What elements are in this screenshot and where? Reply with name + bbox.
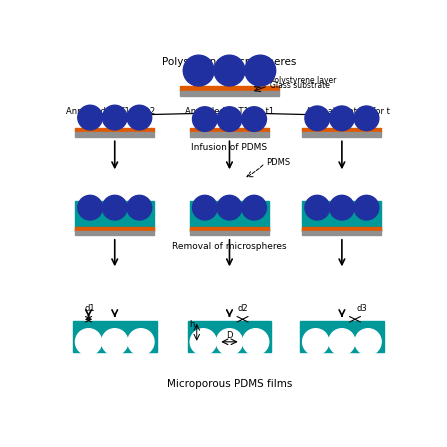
Text: D: D	[226, 330, 233, 340]
Bar	[75, 132, 154, 137]
Circle shape	[190, 329, 216, 355]
Circle shape	[78, 105, 102, 130]
Bar	[190, 202, 269, 231]
Circle shape	[217, 107, 242, 131]
Text: d3: d3	[356, 304, 367, 313]
Circle shape	[329, 106, 354, 131]
Text: Polystyrene microspheres: Polystyrene microspheres	[162, 57, 297, 67]
Circle shape	[102, 105, 127, 130]
Circle shape	[128, 329, 154, 355]
Text: Glass substrate: Glass substrate	[270, 81, 329, 90]
Text: d1: d1	[84, 304, 95, 313]
Text: PDMS: PDMS	[266, 158, 291, 167]
Circle shape	[127, 105, 152, 130]
Circle shape	[76, 329, 101, 355]
Bar	[73, 321, 156, 352]
Bar	[180, 91, 279, 96]
Bar	[190, 227, 269, 231]
Bar	[303, 128, 381, 132]
Text: Annealed at T1 for t2: Annealed at T1 for t2	[66, 107, 156, 116]
Bar	[75, 128, 154, 132]
Circle shape	[242, 107, 266, 131]
Text: Annealed at T2 for t: Annealed at T2 for t	[306, 107, 390, 116]
Circle shape	[354, 195, 379, 220]
Circle shape	[354, 106, 379, 131]
Circle shape	[216, 329, 243, 355]
Bar	[303, 227, 381, 231]
Bar	[300, 321, 384, 352]
Bar	[75, 231, 154, 236]
Bar	[75, 202, 154, 231]
Circle shape	[329, 329, 355, 355]
Circle shape	[305, 195, 329, 220]
Bar	[190, 128, 269, 132]
Text: h: h	[189, 320, 194, 329]
Circle shape	[101, 329, 128, 355]
Circle shape	[217, 195, 242, 220]
Text: Removal of microspheres: Removal of microspheres	[172, 242, 287, 251]
Circle shape	[183, 55, 214, 86]
Circle shape	[305, 106, 329, 131]
Bar	[303, 202, 381, 231]
Bar	[190, 132, 269, 137]
Text: Microporous PDMS films: Microporous PDMS films	[167, 379, 292, 388]
Circle shape	[193, 107, 217, 131]
Bar	[75, 227, 154, 231]
Circle shape	[245, 55, 276, 86]
Bar	[190, 231, 269, 236]
Circle shape	[303, 329, 329, 355]
Circle shape	[242, 195, 266, 220]
Circle shape	[102, 195, 127, 220]
Text: d2: d2	[237, 304, 248, 313]
Bar	[180, 86, 279, 91]
Bar	[188, 321, 271, 352]
Circle shape	[329, 195, 354, 220]
Bar	[303, 231, 381, 236]
Circle shape	[127, 195, 152, 220]
Text: Polystyrene layer: Polystyrene layer	[270, 76, 336, 85]
Text: Annealed at T1 for t1: Annealed at T1 for t1	[185, 107, 274, 116]
Circle shape	[193, 195, 217, 220]
Circle shape	[243, 329, 269, 355]
Text: Infusion of PDMS: Infusion of PDMS	[191, 143, 268, 152]
Circle shape	[78, 195, 102, 220]
Circle shape	[355, 329, 381, 355]
Bar	[303, 132, 381, 137]
Circle shape	[214, 55, 245, 86]
